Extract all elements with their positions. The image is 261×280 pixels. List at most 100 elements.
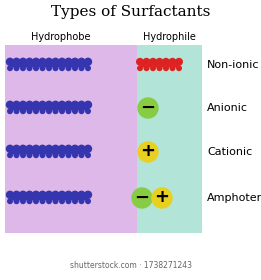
Circle shape [30, 195, 35, 200]
Circle shape [56, 106, 61, 111]
Circle shape [66, 152, 72, 158]
Circle shape [32, 144, 40, 153]
Circle shape [72, 152, 78, 158]
Circle shape [58, 101, 66, 109]
Circle shape [37, 195, 42, 200]
Circle shape [25, 191, 34, 199]
Circle shape [19, 58, 27, 66]
Circle shape [25, 58, 34, 66]
Circle shape [72, 108, 78, 114]
Circle shape [14, 65, 20, 71]
Circle shape [19, 101, 27, 109]
Text: −: − [140, 99, 156, 116]
Circle shape [37, 106, 42, 111]
Circle shape [12, 144, 21, 153]
Circle shape [33, 108, 39, 114]
Circle shape [11, 195, 16, 200]
Circle shape [45, 144, 53, 153]
Circle shape [84, 144, 92, 153]
Circle shape [7, 152, 13, 158]
Circle shape [82, 150, 87, 155]
Circle shape [76, 106, 81, 111]
Circle shape [24, 195, 29, 200]
Circle shape [82, 195, 87, 200]
Bar [5, 45, 137, 233]
Circle shape [20, 152, 26, 158]
Circle shape [77, 144, 86, 153]
Text: +: + [140, 143, 156, 160]
Text: Cationic: Cationic [207, 147, 252, 157]
Circle shape [12, 101, 21, 109]
Circle shape [6, 58, 14, 66]
Circle shape [45, 58, 53, 66]
Circle shape [7, 108, 13, 114]
Circle shape [63, 62, 68, 67]
Circle shape [14, 108, 20, 114]
Circle shape [150, 65, 156, 71]
Circle shape [72, 65, 78, 71]
Circle shape [19, 144, 27, 153]
Circle shape [14, 152, 20, 158]
Circle shape [25, 101, 34, 109]
Circle shape [58, 191, 66, 199]
Circle shape [37, 62, 42, 67]
Circle shape [69, 106, 74, 111]
Circle shape [76, 195, 81, 200]
Text: Hydrophile: Hydrophile [143, 32, 196, 42]
Circle shape [162, 58, 170, 66]
Circle shape [58, 58, 66, 66]
Circle shape [43, 62, 48, 67]
Circle shape [71, 101, 79, 109]
Circle shape [33, 65, 39, 71]
Circle shape [27, 65, 33, 71]
Circle shape [50, 62, 55, 67]
Circle shape [59, 198, 65, 204]
Circle shape [39, 152, 45, 158]
Circle shape [37, 150, 42, 155]
Circle shape [30, 106, 35, 111]
Circle shape [50, 195, 55, 200]
Circle shape [51, 191, 60, 199]
Circle shape [84, 58, 92, 66]
Circle shape [12, 191, 21, 199]
Circle shape [17, 195, 22, 200]
Circle shape [138, 98, 158, 118]
Circle shape [144, 65, 150, 71]
Circle shape [76, 62, 81, 67]
Circle shape [72, 198, 78, 204]
Circle shape [58, 144, 66, 153]
Circle shape [77, 101, 86, 109]
Bar [137, 45, 202, 233]
Circle shape [56, 62, 61, 67]
Circle shape [30, 62, 35, 67]
Circle shape [56, 150, 61, 155]
Circle shape [24, 62, 29, 67]
Circle shape [63, 150, 68, 155]
Circle shape [12, 58, 21, 66]
Circle shape [63, 106, 68, 111]
Circle shape [64, 191, 73, 199]
Circle shape [69, 195, 74, 200]
Circle shape [25, 144, 34, 153]
Circle shape [143, 58, 151, 66]
Circle shape [163, 65, 169, 71]
Circle shape [6, 101, 14, 109]
Circle shape [24, 150, 29, 155]
Circle shape [51, 144, 60, 153]
Circle shape [32, 58, 40, 66]
Circle shape [39, 108, 45, 114]
Circle shape [82, 62, 87, 67]
Circle shape [24, 106, 29, 111]
Circle shape [169, 58, 176, 66]
Circle shape [19, 191, 27, 199]
Circle shape [51, 58, 60, 66]
Circle shape [27, 198, 33, 204]
Circle shape [77, 58, 86, 66]
Circle shape [82, 106, 87, 111]
Circle shape [59, 152, 65, 158]
Text: Anionic: Anionic [207, 103, 248, 113]
Circle shape [85, 152, 91, 158]
Circle shape [51, 101, 60, 109]
Circle shape [17, 62, 22, 67]
Circle shape [152, 188, 172, 208]
